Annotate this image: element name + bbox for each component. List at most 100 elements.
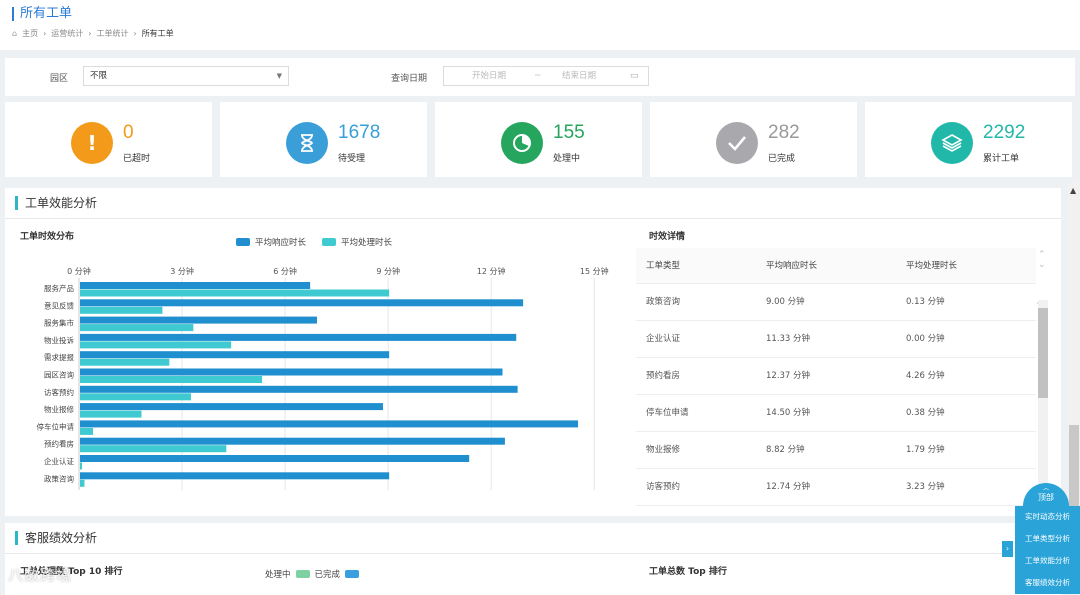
- park-label: 园区: [50, 74, 69, 84]
- x-tick-label: 9 分钟: [376, 266, 400, 276]
- x-tick-label: 12 分钟: [477, 266, 506, 276]
- table-row: 预约看房 12.37 分钟 4.26 分钟: [636, 358, 1036, 395]
- y-category-label: 访客预约: [44, 387, 74, 397]
- legend-swatch-done: [345, 570, 360, 578]
- chevron-up-icon: ︿: [1042, 485, 1049, 492]
- table-scrollbar-track[interactable]: [1038, 300, 1048, 505]
- table-cell: 1.79 分钟: [906, 445, 945, 455]
- bar-response: [80, 316, 318, 324]
- stat-label: 已超时: [123, 154, 151, 164]
- exclamation-icon: !: [71, 122, 113, 164]
- scroll-up-icon[interactable]: ▲: [1070, 186, 1077, 195]
- float-nav-type[interactable]: 工单类型分析: [1015, 528, 1080, 550]
- check-icon: [716, 122, 758, 164]
- table-cell: 0.38 分钟: [906, 408, 945, 418]
- table-cell: 11.33 分钟: [766, 334, 811, 344]
- table-cell: 12.37 分钟: [766, 371, 811, 381]
- bar-response: [80, 299, 524, 307]
- stat-value: 282: [768, 122, 800, 143]
- table-header-type: 工单类型: [646, 261, 681, 271]
- stat-card-overdue[interactable]: ! 0 已超时: [5, 102, 212, 177]
- table-row: 停车位申请 14.50 分钟 0.38 分钟: [636, 395, 1036, 432]
- park-select[interactable]: 不限 ▼: [83, 66, 289, 86]
- legend-swatch-processing: [295, 570, 310, 578]
- bar-processing: [80, 376, 263, 383]
- table-cell: 14.50 分钟: [766, 408, 811, 418]
- stat-label: 待受理: [338, 154, 366, 164]
- stat-card-total[interactable]: 2292 累计工单: [865, 102, 1072, 177]
- page-scrollbar-thumb[interactable]: [1069, 425, 1079, 535]
- table-cell: 4.26 分钟: [906, 371, 945, 381]
- service-legend: 处理中 已完成: [265, 568, 360, 580]
- clock-icon: [501, 122, 543, 164]
- table-header-row: 工单类型 平均响应时长 平均处理时长: [636, 248, 1036, 284]
- bar-response: [80, 437, 505, 445]
- service-title: 客服绩效分析: [15, 531, 97, 545]
- stat-label: 已完成: [768, 154, 796, 164]
- table-cell: 0.13 分钟: [906, 297, 945, 307]
- table-row: 政策咨询 9.00 分钟 0.13 分钟: [636, 284, 1036, 321]
- table-cell: 0.00 分钟: [906, 334, 945, 344]
- stat-value: 155: [553, 122, 585, 143]
- y-category-label: 意见反馈: [44, 300, 74, 310]
- chart-title: 工单时效分布: [20, 232, 75, 242]
- sort-arrows-icon[interactable]: ⌃ ⌄: [1038, 250, 1046, 270]
- service-panel: 客服绩效分析: [5, 523, 1061, 595]
- date-range-picker[interactable]: 开始日期 ~ 结束日期 ▭: [443, 66, 649, 86]
- breadcrumb-ticket-stats[interactable]: 工单统计: [96, 29, 129, 38]
- bar-response: [80, 333, 517, 341]
- x-tick-label: 3 分钟: [170, 266, 194, 276]
- table-cell: 8.82 分钟: [766, 445, 805, 455]
- y-category-label: 服务产品: [44, 283, 74, 293]
- x-tick-label: 0 分钟: [67, 266, 91, 276]
- table-cell: 12.74 分钟: [766, 482, 811, 492]
- table-cell: 预约看房: [646, 371, 681, 381]
- legend-label-processing[interactable]: 平均处理时长: [341, 238, 393, 248]
- bar-response: [80, 455, 470, 462]
- stat-card-processing[interactable]: 155 处理中: [435, 102, 642, 177]
- x-tick-label: 6 分钟: [273, 266, 297, 276]
- calendar-icon[interactable]: ▭: [630, 71, 639, 81]
- detail-title: 时效详情: [649, 232, 686, 242]
- back-to-top-button[interactable]: ︿ 顶部: [1023, 483, 1069, 509]
- service-left-title: 工单处理数 Top 10 排行: [20, 567, 123, 577]
- table-row: 物业报修 8.82 分钟 1.79 分钟: [636, 432, 1036, 469]
- end-date-input[interactable]: 结束日期: [562, 71, 597, 81]
- bar-response: [80, 472, 390, 480]
- table-scrollbar-thumb[interactable]: [1038, 308, 1048, 398]
- legend-label-done[interactable]: 已完成: [314, 570, 341, 580]
- chevron-right-icon[interactable]: ›: [1002, 541, 1013, 557]
- float-nav-efficiency[interactable]: 工单效能分析: [1015, 550, 1080, 572]
- layers-icon: [931, 122, 973, 164]
- bar-processing: [80, 324, 194, 332]
- bar-processing: [80, 462, 82, 470]
- stat-value: 2292: [983, 122, 1026, 143]
- y-category-label: 服务集市: [44, 318, 74, 328]
- y-category-label: 预约看房: [44, 439, 74, 449]
- bar-processing: [80, 393, 191, 401]
- bar-processing: [80, 341, 232, 349]
- bar-response: [80, 385, 518, 393]
- legend-label-processing[interactable]: 处理中: [265, 570, 291, 580]
- y-category-label: 停车位申请: [37, 421, 75, 431]
- table-row: 企业认证 11.33 分钟 0.00 分钟: [636, 321, 1036, 358]
- breadcrumb-ops[interactable]: 运营统计: [51, 29, 84, 38]
- y-category-label: 园区咨询: [44, 370, 74, 380]
- bar-processing: [80, 479, 85, 487]
- breadcrumb-home[interactable]: 主页: [22, 29, 39, 38]
- stat-card-pending[interactable]: 1678 待受理: [220, 102, 427, 177]
- float-nav-realtime[interactable]: 实时动态分析: [1015, 506, 1080, 528]
- hourglass-icon: [286, 122, 328, 164]
- bar-response: [80, 368, 503, 376]
- detail-table: 工单类型 平均响应时长 平均处理时长 政策咨询 9.00 分钟 0.13 分钟 …: [636, 248, 1036, 506]
- table-header-processing: 平均处理时长: [906, 261, 958, 271]
- table-header-response: 平均响应时长: [766, 261, 818, 271]
- table-cell: 9.00 分钟: [766, 297, 805, 307]
- float-nav-service[interactable]: 客服绩效分析: [1015, 572, 1080, 594]
- y-category-label: 需求提报: [44, 352, 74, 362]
- legend-swatch-response: [236, 238, 250, 246]
- table-cell: 访客预约: [646, 482, 681, 492]
- start-date-input[interactable]: 开始日期: [472, 71, 507, 81]
- stat-card-completed[interactable]: 282 已完成: [650, 102, 857, 177]
- legend-label-response[interactable]: 平均响应时长: [255, 238, 307, 248]
